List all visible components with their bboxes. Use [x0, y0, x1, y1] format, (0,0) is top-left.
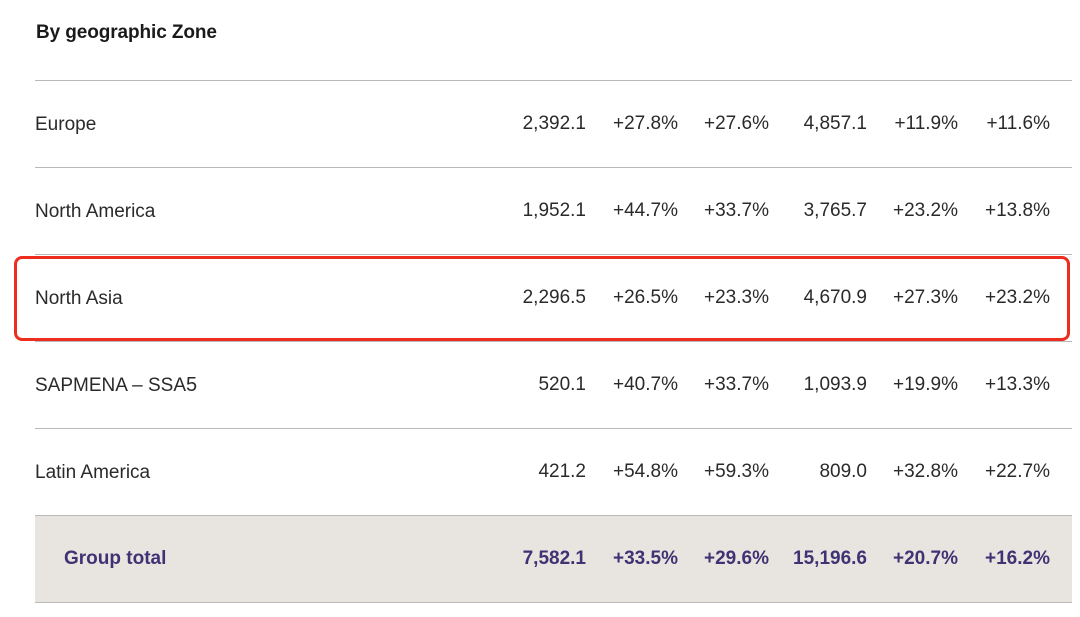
value-cell: +26.5% — [613, 287, 678, 308]
row-label-text: SAPMENA – SSA — [35, 375, 187, 396]
value-cell: 2,296.5 — [522, 287, 586, 308]
value-cell: 2,392.1 — [522, 113, 586, 134]
value-cell: +54.8% — [613, 461, 678, 482]
row-label-text: North Asia — [35, 288, 123, 309]
value-cell: 3,765.7 — [803, 200, 867, 221]
table-row-north-america: North America 1,952.1 +44.7% +33.7% 3,76… — [35, 167, 1072, 254]
row-label-footnote: 5 — [186, 374, 198, 396]
row-label: North Asia — [35, 255, 123, 342]
row-label-text: North America — [35, 201, 156, 222]
value-cell: 4,670.9 — [803, 287, 867, 308]
value-cell: +23.2% — [985, 287, 1050, 308]
total-value-cell: +20.7% — [893, 548, 958, 569]
value-cell: +27.6% — [704, 113, 769, 134]
section-title: By geographic Zone — [36, 22, 217, 43]
value-cell: +19.9% — [893, 374, 958, 395]
value-cell: +59.3% — [704, 461, 769, 482]
table-row-sapmena-ssa: SAPMENA – SSA5 520.1 +40.7% +33.7% 1,093… — [35, 341, 1072, 428]
value-cell: +40.7% — [613, 374, 678, 395]
value-cell: +22.7% — [985, 461, 1050, 482]
value-cell: +23.3% — [704, 287, 769, 308]
total-value-cell: +33.5% — [613, 548, 678, 569]
table-row-europe: Europe 2,392.1 +27.8% +27.6% 4,857.1 +11… — [35, 80, 1072, 167]
total-value-cell: 15,196.6 — [793, 548, 867, 569]
row-label: North America — [35, 168, 155, 255]
value-cell: 1,952.1 — [522, 200, 586, 221]
total-value-cell: +29.6% — [704, 548, 769, 569]
value-cell: +32.8% — [893, 461, 958, 482]
row-label: SAPMENA – SSA5 — [35, 342, 197, 429]
value-cell: +13.3% — [985, 374, 1050, 395]
value-cell: 4,857.1 — [803, 113, 867, 134]
zone-table: Europe 2,392.1 +27.8% +27.6% 4,857.1 +11… — [35, 80, 1072, 603]
value-cell: +27.3% — [893, 287, 958, 308]
value-cell: +11.9% — [894, 113, 958, 134]
value-cell: 520.1 — [538, 374, 586, 395]
row-label-text: Europe — [35, 114, 97, 135]
value-cell: 809.0 — [819, 461, 867, 482]
row-label: Europe — [35, 81, 96, 168]
value-cell: +44.7% — [613, 200, 678, 221]
value-cell: 1,093.9 — [803, 374, 867, 395]
row-label: Latin America — [35, 429, 150, 516]
value-cell: +33.7% — [704, 374, 769, 395]
value-cell: +27.8% — [613, 113, 678, 134]
value-cell: +13.8% — [985, 200, 1050, 221]
value-cell: +33.7% — [704, 200, 769, 221]
value-cell: 421.2 — [538, 461, 586, 482]
total-label: Group total — [64, 548, 167, 569]
row-label-text: Latin America — [35, 462, 151, 483]
total-value-cell: 7,582.1 — [522, 548, 586, 569]
total-value-cell: +16.2% — [985, 548, 1050, 569]
table-row-north-asia: North Asia 2,296.5 +26.5% +23.3% 4,670.9… — [35, 254, 1072, 341]
table-row-group-total: Group total 7,582.1 +33.5% +29.6% 15,196… — [35, 515, 1072, 603]
value-cell: +23.2% — [893, 200, 958, 221]
table-row-latin-america: Latin America 421.2 +54.8% +59.3% 809.0 … — [35, 428, 1072, 515]
value-cell: +11.6% — [986, 113, 1050, 134]
